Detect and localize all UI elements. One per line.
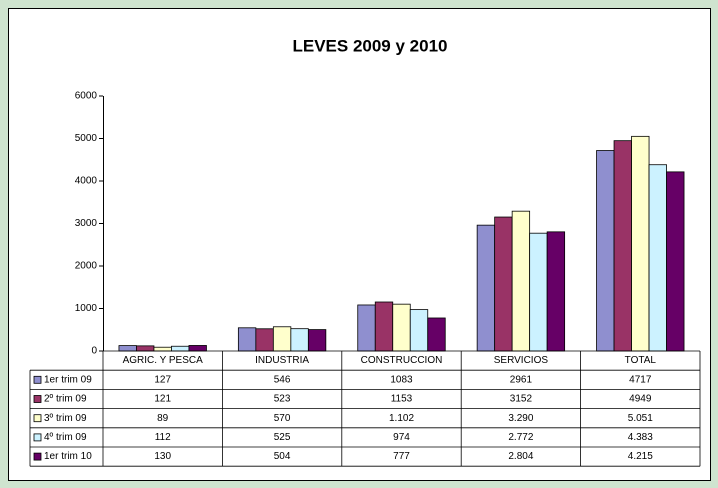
y-tick-label: 6000 [75, 91, 98, 102]
x-tick-label: INDUSTRIA [255, 355, 309, 366]
bar [427, 317, 446, 352]
table-cell: 570 [274, 413, 291, 424]
table-cell: 504 [274, 451, 291, 462]
bar [666, 171, 685, 352]
table-cell: 1153 [391, 394, 413, 405]
table-cell: 112 [155, 432, 171, 443]
bar [511, 210, 531, 352]
bar [136, 345, 155, 352]
legend-label: 1er trim 10 [44, 451, 92, 462]
table-cell: 4.383 [628, 432, 653, 443]
bar [118, 345, 137, 352]
bar [188, 345, 207, 352]
bar [255, 328, 274, 352]
bar [290, 328, 309, 352]
x-tick-label: SERVICIOS [494, 355, 549, 366]
bar [171, 345, 190, 352]
bar [374, 301, 394, 352]
bar [392, 303, 411, 352]
table-cell: 777 [393, 451, 410, 462]
table-cell: 1.102 [389, 413, 414, 424]
legend-swatch [33, 395, 42, 403]
table-cell: 546 [274, 374, 291, 385]
y-tick-label: 2000 [75, 261, 98, 272]
bar [272, 326, 292, 352]
table-cell: 525 [274, 432, 291, 443]
table-cell: 3152 [510, 394, 533, 405]
bar [529, 232, 548, 352]
bar [546, 231, 566, 352]
table-cell: 89 [157, 413, 169, 424]
table-cell: 523 [274, 394, 291, 405]
bar [648, 164, 667, 352]
table-cell: 130 [154, 451, 171, 462]
table-cell: 4949 [629, 394, 652, 405]
bar [476, 224, 496, 352]
table-cell: 127 [154, 374, 171, 385]
y-tick-label: 5000 [75, 133, 98, 144]
legend-swatch [33, 375, 42, 384]
legend-swatch [33, 452, 42, 461]
bar [631, 135, 650, 352]
table-cell: 2.804 [508, 451, 533, 462]
chart-title: LEVES 2009 y 2010 [292, 36, 447, 55]
x-tick-label: AGRIC. Y PESCA [123, 355, 204, 366]
bar [237, 327, 257, 352]
y-tick-label: 3000 [75, 218, 98, 229]
legend-label: 4º trim 09 [44, 432, 87, 443]
y-tick-label: 0 [91, 346, 97, 357]
table-cell: 2.772 [508, 432, 533, 443]
legend-label: 3º trim 09 [44, 413, 87, 424]
y-tick-label: 4000 [75, 176, 98, 187]
bar [596, 150, 615, 352]
chart-frame [8, 8, 711, 481]
table-cell: 5.051 [628, 413, 653, 424]
table-cell: 4717 [629, 374, 652, 385]
bar [409, 309, 429, 352]
legend-swatch [33, 433, 42, 442]
table-cell: 1083 [390, 374, 413, 385]
table-cell: 121 [154, 394, 171, 405]
bar [357, 304, 376, 352]
table-cell: 4.215 [628, 451, 653, 462]
table-cell: 974 [393, 432, 410, 443]
legend-label: 1er trim 09 [44, 374, 92, 385]
bar [494, 216, 513, 352]
x-tick-label: CONSTRUCCION [361, 355, 443, 366]
y-tick-label: 1000 [75, 303, 98, 314]
legend-swatch [33, 414, 42, 423]
x-tick-label: TOTAL [625, 355, 657, 366]
table-cell: 2961 [510, 374, 533, 385]
table-cell: 3.290 [508, 413, 533, 424]
bar [307, 329, 327, 352]
bar [613, 140, 632, 352]
bar [153, 346, 172, 352]
legend-label: 2º trim 09 [44, 394, 87, 405]
